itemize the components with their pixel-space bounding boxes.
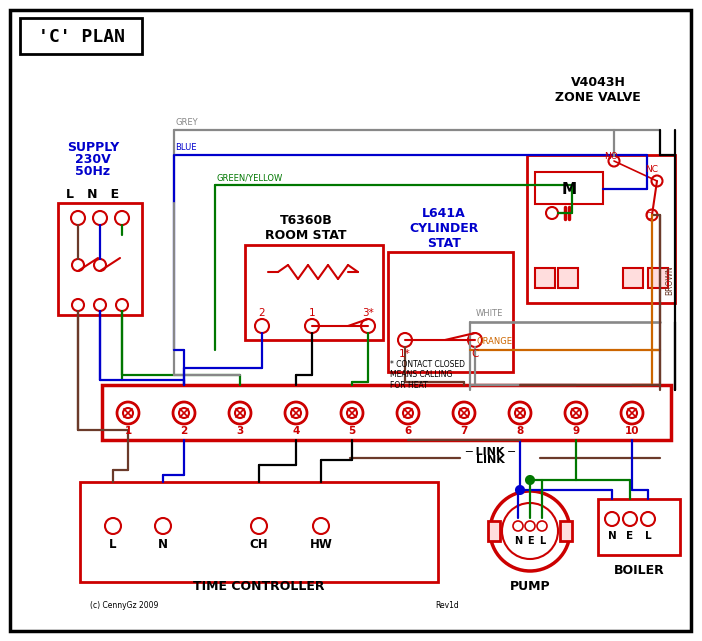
Text: NC: NC <box>645 165 658 174</box>
Text: E: E <box>526 536 534 546</box>
Text: 230V: 230V <box>75 153 111 165</box>
Text: CH: CH <box>250 538 268 551</box>
Text: WHITE: WHITE <box>476 309 503 318</box>
Text: C: C <box>646 212 652 221</box>
Text: 3*: 3* <box>362 308 374 318</box>
Text: 6: 6 <box>404 426 411 436</box>
Text: Rev1d: Rev1d <box>435 601 458 610</box>
Text: 8: 8 <box>517 426 524 436</box>
Circle shape <box>341 402 363 424</box>
Text: L: L <box>644 531 651 541</box>
Text: GREEN/YELLOW: GREEN/YELLOW <box>216 173 282 182</box>
FancyBboxPatch shape <box>623 268 643 288</box>
FancyBboxPatch shape <box>488 521 500 541</box>
Text: E: E <box>626 531 634 541</box>
FancyBboxPatch shape <box>648 268 668 288</box>
Text: BOILER: BOILER <box>614 563 664 576</box>
Text: BLUE: BLUE <box>175 143 197 152</box>
Circle shape <box>117 402 139 424</box>
Text: 5: 5 <box>348 426 356 436</box>
Text: L641A
CYLINDER
STAT: L641A CYLINDER STAT <box>409 206 479 249</box>
Text: 10: 10 <box>625 426 640 436</box>
Circle shape <box>516 486 524 494</box>
Text: 50Hz: 50Hz <box>75 165 110 178</box>
Text: 4: 4 <box>292 426 300 436</box>
Text: GREY: GREY <box>175 118 198 127</box>
Text: * CONTACT CLOSED
MEANS CALLING
FOR HEAT: * CONTACT CLOSED MEANS CALLING FOR HEAT <box>390 360 465 390</box>
Circle shape <box>509 402 531 424</box>
Text: (c) CennyGz 2009: (c) CennyGz 2009 <box>90 601 159 610</box>
Text: TIME CONTROLLER: TIME CONTROLLER <box>193 581 325 594</box>
Text: N: N <box>158 538 168 551</box>
Text: 1: 1 <box>309 308 315 318</box>
Text: BROWN: BROWN <box>665 265 674 295</box>
Circle shape <box>397 402 419 424</box>
Circle shape <box>565 402 587 424</box>
Circle shape <box>285 402 307 424</box>
Text: C: C <box>471 349 479 359</box>
Text: LINK: LINK <box>476 455 504 465</box>
Text: ─ LINK ─: ─ LINK ─ <box>465 447 515 457</box>
Text: L: L <box>539 536 545 546</box>
FancyBboxPatch shape <box>560 521 572 541</box>
Text: HW: HW <box>310 538 333 551</box>
Text: T6360B
ROOM STAT: T6360B ROOM STAT <box>265 214 347 242</box>
Text: N: N <box>514 536 522 546</box>
Text: 9: 9 <box>572 426 580 436</box>
Text: 3: 3 <box>237 426 244 436</box>
Text: 2: 2 <box>259 308 265 318</box>
Circle shape <box>526 476 534 484</box>
Text: L   N   E: L N E <box>67 188 119 201</box>
Text: PUMP: PUMP <box>510 579 550 592</box>
Text: M: M <box>562 181 576 197</box>
Text: 'C' PLAN: 'C' PLAN <box>37 28 124 46</box>
Text: 2: 2 <box>180 426 187 436</box>
FancyBboxPatch shape <box>535 268 555 288</box>
Text: 1: 1 <box>124 426 132 436</box>
Circle shape <box>173 402 195 424</box>
Text: SUPPLY: SUPPLY <box>67 140 119 153</box>
Circle shape <box>229 402 251 424</box>
Text: N: N <box>608 531 616 541</box>
Text: V4043H
ZONE VALVE: V4043H ZONE VALVE <box>555 76 641 104</box>
Circle shape <box>453 402 475 424</box>
Text: L: L <box>110 538 117 551</box>
FancyBboxPatch shape <box>558 268 578 288</box>
Circle shape <box>621 402 643 424</box>
Text: ORANGE: ORANGE <box>476 337 512 346</box>
Text: 7: 7 <box>461 426 468 436</box>
Text: 1*: 1* <box>399 349 411 359</box>
Text: NO: NO <box>604 152 618 161</box>
